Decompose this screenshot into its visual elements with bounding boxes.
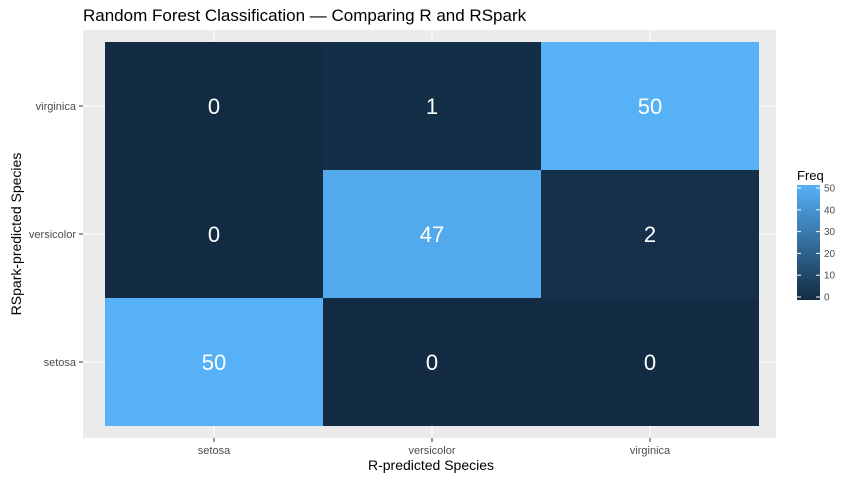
x-axis-ticks: setosa versicolor virginica [198,438,671,457]
color-legend: Freq 0 10 20 30 40 50 [797,168,836,304]
legend-tick-label: 10 [824,271,836,282]
x-tick-label-versicolor: versicolor [408,445,455,457]
heatmap-cell-setosa-versicolor [105,170,323,298]
legend-colorbar [797,185,820,300]
legend-tick-label: 0 [824,293,830,304]
y-tick-label-versicolor: versicolor [29,229,76,241]
y-axis-title: RSpark-predicted Species [8,153,24,316]
cell-value-label: 0 [208,94,220,119]
cell-value-label: 50 [202,350,226,375]
heatmap-cell-virginica-virginica [541,42,759,170]
heatmap-cell-setosa-virginica [105,42,323,170]
y-axis-ticks: setosa versicolor virginica [29,101,83,369]
cell-value-label: 47 [420,222,444,247]
cell-value-labels: 50 0 0 0 47 2 0 1 50 [202,94,662,375]
cell-value-label: 0 [208,222,220,247]
legend-tick-label: 40 [824,205,836,216]
cell-value-label: 2 [644,222,656,247]
cell-value-label: 1 [426,94,438,119]
heatmap-cell-virginica-versicolor [541,170,759,298]
y-tick-label-virginica: virginica [36,101,77,113]
chart-title: Random Forest Classification — Comparing… [83,6,527,25]
x-tick-label-setosa: setosa [198,445,231,457]
legend-title: Freq [797,168,824,183]
heatmap-cell-versicolor-versicolor [323,170,541,298]
heatmap-cell-versicolor-virginica [323,42,541,170]
cell-value-label: 50 [638,94,662,119]
legend-tick-label: 50 [824,184,836,195]
legend-ticks: 0 10 20 30 40 50 [797,184,836,304]
heatmap-cell-virginica-setosa [541,298,759,426]
legend-tick-label: 30 [824,227,836,238]
x-axis-title: R-predicted Species [368,457,494,473]
cell-value-label: 0 [426,350,438,375]
y-tick-label-setosa: setosa [44,357,77,369]
legend-tick-label: 20 [824,249,836,260]
heatmap-cell-setosa-setosa [105,298,323,426]
x-tick-label-virginica: virginica [630,445,671,457]
heatmap-cells [105,42,759,426]
cell-value-label: 0 [644,350,656,375]
heatmap-cell-versicolor-setosa [323,298,541,426]
